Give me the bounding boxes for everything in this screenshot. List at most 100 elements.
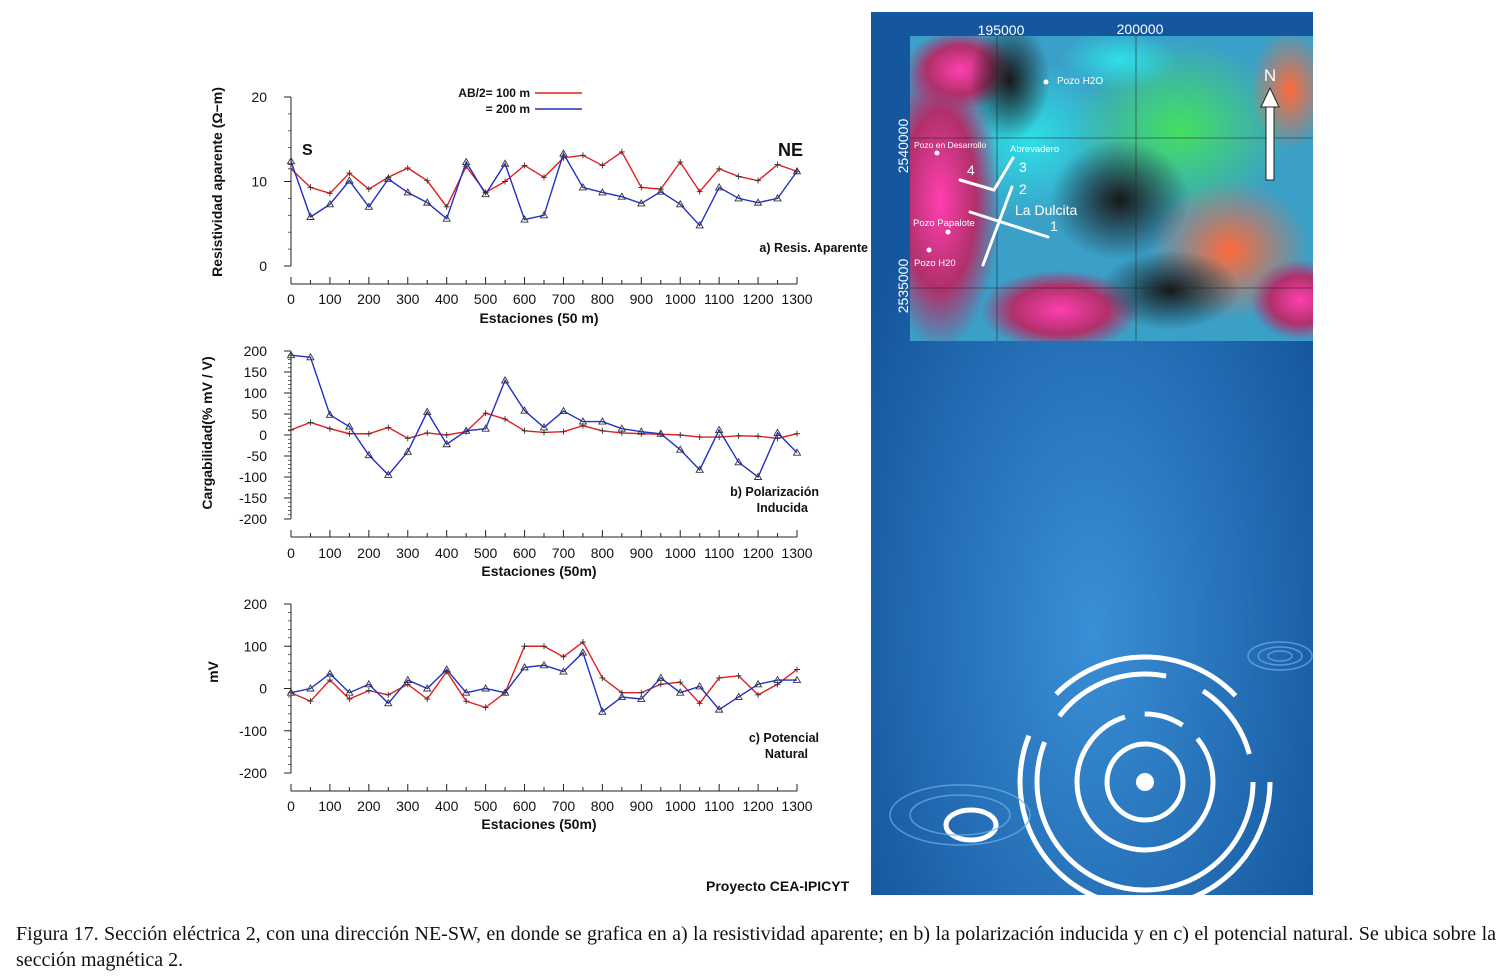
survey-lines — [958, 156, 1050, 267]
data-point-triangle — [637, 199, 646, 207]
data-point-plus — [677, 159, 684, 166]
data-point-plus — [794, 430, 800, 437]
data-point-plus — [599, 674, 606, 681]
data-point-plus — [541, 174, 547, 181]
data-point-triangle — [384, 470, 393, 478]
map-anomaly — [1100, 250, 1240, 330]
faint-ripple — [889, 784, 1031, 846]
ripple-ring — [1104, 741, 1186, 823]
data-point-plus — [326, 425, 333, 432]
x-tick-label: 100 — [318, 545, 342, 561]
x-tick-label: 1200 — [742, 545, 773, 561]
line-number: 4 — [967, 162, 975, 178]
x-tick-label: 300 — [396, 545, 420, 561]
data-point-plus — [638, 184, 645, 191]
data-point-plus — [326, 677, 333, 684]
survey-line-4 — [958, 178, 996, 192]
data-point-triangle — [695, 221, 704, 229]
y-tick-label: 100 — [244, 638, 268, 654]
data-point-triangle — [442, 214, 451, 222]
map-panel: N Pozo H2O Pozo en Desarrollo Abrevadero… — [871, 12, 1313, 910]
x-tick-label: 1100 — [704, 291, 734, 307]
data-point-plus — [385, 691, 392, 698]
map-anomaly — [1250, 260, 1313, 340]
data-point-plus — [521, 162, 528, 169]
series-line-blue — [290, 651, 797, 713]
place-label: Pozo H20 — [914, 258, 956, 269]
survey-line-2 — [981, 185, 1014, 267]
x-tick-label: 0 — [287, 798, 295, 814]
data-point-triangle — [734, 692, 743, 700]
x-tick-label: 200 — [357, 545, 381, 561]
x-tick-label: 600 — [513, 545, 537, 561]
data-point-triangle — [792, 675, 802, 683]
data-point-triangle — [481, 189, 490, 198]
data-point-triangle — [734, 194, 743, 202]
data-point-plus — [307, 698, 314, 705]
data-point-triangle — [384, 698, 393, 707]
data-point-triangle — [461, 688, 471, 696]
map-anomaly — [1250, 36, 1313, 150]
map-anomaly — [970, 36, 1050, 140]
well-marker — [926, 247, 932, 253]
map-x-label: 200000 — [1117, 21, 1164, 37]
data-point-triangle — [734, 457, 743, 466]
x-tick-label: 1300 — [781, 798, 812, 814]
data-point-triangle — [384, 174, 393, 182]
y-tick-label: -100 — [239, 723, 267, 739]
map-anomaly — [910, 50, 1000, 341]
data-point-triangle — [637, 694, 646, 703]
data-point-triangle — [500, 376, 510, 384]
chart-title: Natural — [765, 747, 808, 761]
y-tick-label: -100 — [239, 469, 267, 485]
place-label: Pozo en Desarrollo — [914, 140, 987, 150]
x-tick-label: 200 — [357, 798, 381, 814]
survey-line-3 — [992, 156, 1015, 192]
x-tick-label: 1100 — [704, 798, 734, 814]
data-point-triangle — [753, 198, 763, 206]
data-point-triangle — [286, 350, 296, 359]
data-point-triangle — [753, 679, 763, 688]
data-point-plus — [560, 653, 567, 660]
x-tick-label: 500 — [474, 291, 498, 307]
data-point-triangle — [753, 472, 763, 480]
chart-b: -200 -150 -100 -50 0 50 100 150 200 0 100 200 300 400… — [199, 343, 819, 579]
data-point-plus — [443, 432, 450, 438]
x-tick-label: 800 — [591, 291, 615, 307]
north-arrow-shaft — [1265, 105, 1275, 181]
line-number: 3 — [1019, 159, 1027, 175]
data-point-plus — [794, 666, 800, 673]
data-point-plus — [677, 679, 684, 686]
data-point-triangle — [792, 448, 802, 456]
data-point-triangle — [500, 688, 510, 696]
data-point-triangle — [675, 688, 685, 696]
data-point-triangle — [364, 679, 374, 688]
x-tick-label: 1100 — [704, 545, 734, 561]
data-point-plus — [716, 165, 723, 172]
map-grid — [910, 36, 1313, 341]
x-tick-label: 800 — [591, 798, 615, 814]
x-tick-label: 700 — [552, 798, 576, 814]
data-point-plus — [599, 162, 606, 169]
data-point-triangle — [325, 669, 335, 677]
data-point-triangle — [559, 149, 568, 157]
y-tick-label: -200 — [239, 511, 267, 527]
data-point-plus — [579, 639, 586, 646]
ripple-ring — [1074, 711, 1216, 853]
data-point-triangle — [578, 648, 588, 656]
y-tick-label: -200 — [239, 765, 267, 781]
data-point-triangle — [481, 424, 490, 432]
data-point-triangle — [578, 183, 588, 191]
map-anomaly — [1060, 36, 1180, 90]
data-point-triangle — [559, 406, 568, 415]
y-tick-label: 0 — [259, 258, 267, 274]
figure-caption: Figura 17. Sección eléctrica 2, con una … — [16, 923, 1496, 971]
y-tick-label: 10 — [251, 174, 267, 190]
data-point-plus — [502, 178, 509, 185]
data-point-plus — [288, 426, 294, 433]
faint-ripple — [1257, 646, 1303, 666]
data-point-plus — [346, 696, 353, 703]
ripple-ring — [1017, 654, 1273, 910]
data-point-plus — [755, 691, 762, 698]
